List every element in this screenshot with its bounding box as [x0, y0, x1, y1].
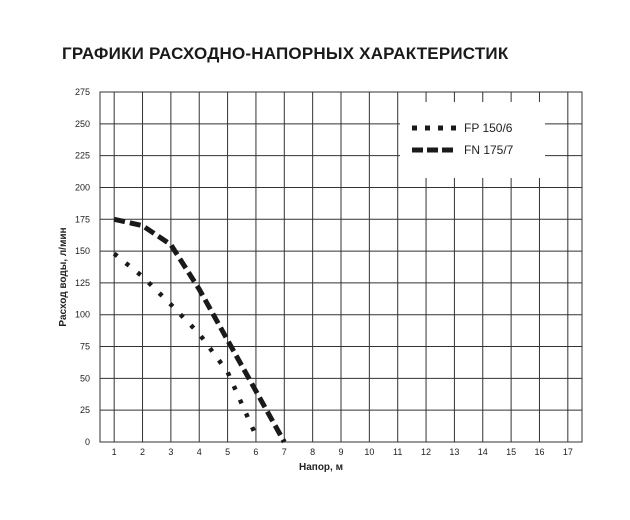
y-axis-label: Расход воды, л/мин: [58, 227, 69, 326]
x-tick-label: 9: [338, 447, 343, 457]
y-tick-label: 150: [75, 246, 90, 256]
x-tick-label: 11: [393, 447, 402, 457]
x-tick-label: 16: [534, 447, 544, 457]
x-tick-label: 7: [282, 447, 287, 457]
x-tick-label: 15: [506, 447, 516, 457]
x-tick-label: 12: [421, 447, 431, 457]
y-tick-label: 50: [80, 373, 90, 383]
y-tick-label: 100: [75, 310, 90, 320]
grid: [99, 91, 583, 443]
series-group: [112, 216, 287, 444]
x-tick-label: 3: [168, 447, 173, 457]
x-tick-labels: 1 2 3 4 5 6 7 8 9 10 11 12 13 14 15 16 17: [112, 447, 573, 457]
y-tick-label: 0: [85, 437, 90, 447]
x-tick-label: 8: [310, 447, 315, 457]
x-tick-label: 2: [140, 447, 145, 457]
y-tick-label: 225: [75, 151, 90, 161]
x-tick-label: 5: [225, 447, 230, 457]
y-tick-label: 250: [75, 119, 90, 129]
y-tick-labels: 0 25 50 75 100 125 150 175 200 225 250 275: [75, 87, 90, 447]
y-tick-label: 125: [75, 278, 90, 288]
y-tick-label: 200: [75, 182, 90, 192]
legend-label: FN 175/7: [464, 143, 514, 157]
legend-box: [400, 102, 545, 178]
x-tick-label: 10: [364, 447, 374, 457]
x-tick-label: 1: [112, 447, 117, 457]
chart-title: ГРАФИКИ РАСХОДНО-НАПОРНЫХ ХАРАКТЕРИСТИК: [62, 44, 509, 63]
y-tick-label: 275: [75, 87, 90, 97]
x-tick-label: 6: [253, 447, 258, 457]
y-tick-label: 175: [75, 214, 90, 224]
legend: FP 150/6 FN 175/7: [400, 102, 545, 178]
series-line-fp-150-6: [112, 251, 258, 437]
legend-label: FP 150/6: [464, 121, 513, 135]
y-tick-label: 75: [80, 342, 90, 352]
x-tick-label: 13: [449, 447, 459, 457]
x-tick-label: 4: [197, 447, 202, 457]
x-tick-label: 14: [478, 447, 488, 457]
y-tick-label: 25: [80, 405, 90, 415]
x-tick-label: 17: [563, 447, 573, 457]
x-axis-label: Напор, м: [299, 462, 343, 473]
